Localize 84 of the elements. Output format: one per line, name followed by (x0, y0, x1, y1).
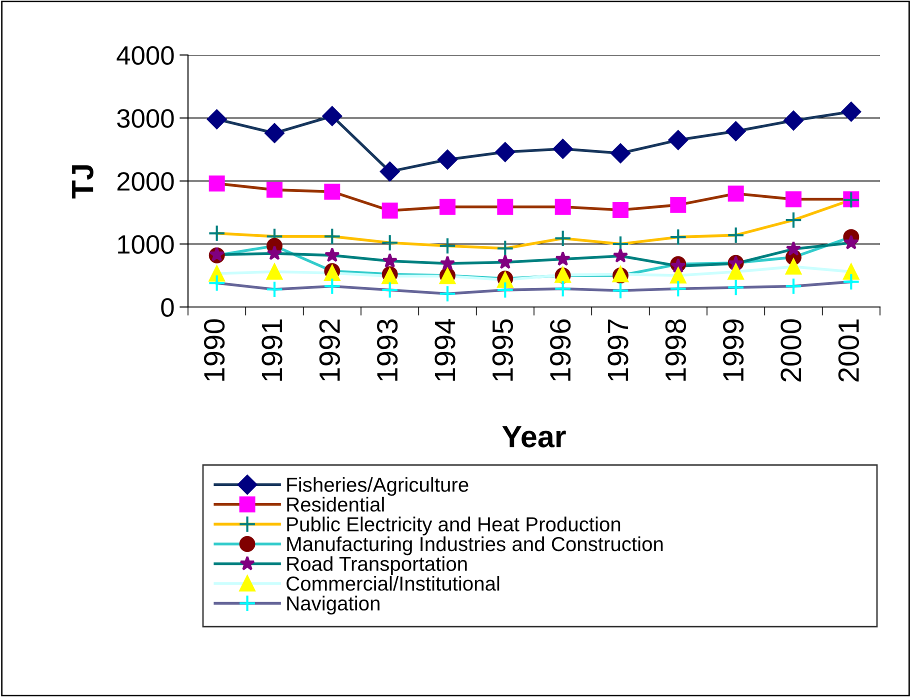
x-tick-label: 1999 (723, 319, 744, 381)
x-tick-label: 1990 (204, 319, 225, 381)
point (266, 245, 282, 260)
point (727, 226, 745, 244)
y-tick-label: 1000 (118, 235, 174, 254)
point (670, 196, 686, 213)
point (208, 274, 226, 292)
point (728, 264, 744, 280)
x-tick-label: 1997 (608, 320, 628, 381)
point (382, 253, 398, 268)
point (554, 230, 572, 248)
legend-label: Manufacturing Industries and Construction (287, 536, 663, 556)
point (266, 182, 282, 198)
point (784, 211, 802, 229)
point (324, 247, 340, 262)
x-axis-title: Year (502, 426, 566, 448)
point (208, 176, 225, 192)
point (727, 278, 745, 296)
legend-label: Fisheries/Agriculture (287, 477, 468, 496)
point (208, 224, 226, 242)
point (842, 273, 860, 290)
point (669, 280, 687, 298)
y-tick-label: 3000 (117, 109, 174, 128)
legend-label: Residential (287, 496, 384, 512)
point (438, 150, 458, 170)
legend-label: Commercial/Institutional (286, 576, 500, 591)
point (438, 285, 456, 302)
point (498, 254, 513, 269)
legend-label: Navigation (287, 596, 380, 615)
point (612, 202, 628, 218)
point (266, 280, 284, 298)
point (554, 198, 571, 215)
x-tick-label: 1993 (377, 319, 398, 381)
x-tick-label: 2000 (780, 319, 802, 382)
point (440, 256, 456, 270)
legend-label: Public Electricity and Heat Production (287, 516, 620, 536)
point (668, 130, 688, 150)
x-tick-label: 1995 (492, 319, 513, 381)
point (841, 102, 862, 122)
point (497, 198, 514, 215)
x-tick-label: 1996 (550, 319, 571, 381)
point (206, 109, 227, 130)
point (266, 264, 282, 280)
point (382, 202, 398, 219)
y-tick-label: 2000 (117, 172, 174, 191)
point (324, 184, 340, 200)
point (669, 228, 687, 246)
point (440, 198, 456, 215)
point (786, 191, 802, 208)
point (728, 186, 744, 202)
point (670, 268, 686, 284)
x-tick-label: 2001 (838, 320, 859, 382)
point (786, 241, 802, 256)
point (784, 110, 804, 130)
point (495, 142, 516, 162)
point (496, 240, 514, 258)
legend-label: Road Transportation (287, 556, 467, 575)
point (323, 278, 341, 295)
x-tick-label: 1998 (665, 319, 686, 381)
y-axis-title: TJ (72, 165, 94, 198)
point (612, 282, 630, 300)
x-tick-label: 1992 (319, 320, 340, 381)
x-tick-label: 1994 (434, 318, 456, 381)
point (264, 123, 284, 144)
point (554, 280, 572, 298)
y-tick-label: 4000 (116, 46, 174, 65)
point (610, 143, 630, 164)
point (380, 162, 400, 182)
point (322, 106, 342, 126)
point (496, 281, 514, 299)
point (844, 234, 859, 250)
x-tick-label: 1991 (262, 320, 282, 381)
point (552, 138, 573, 159)
point (784, 278, 802, 295)
point (323, 228, 341, 246)
point (438, 237, 456, 255)
point (726, 121, 746, 142)
y-tick-label: 0 (161, 298, 174, 317)
point (555, 251, 570, 266)
point (786, 258, 802, 275)
point (381, 234, 399, 252)
point (612, 248, 628, 263)
point (843, 264, 860, 280)
point (381, 281, 399, 299)
